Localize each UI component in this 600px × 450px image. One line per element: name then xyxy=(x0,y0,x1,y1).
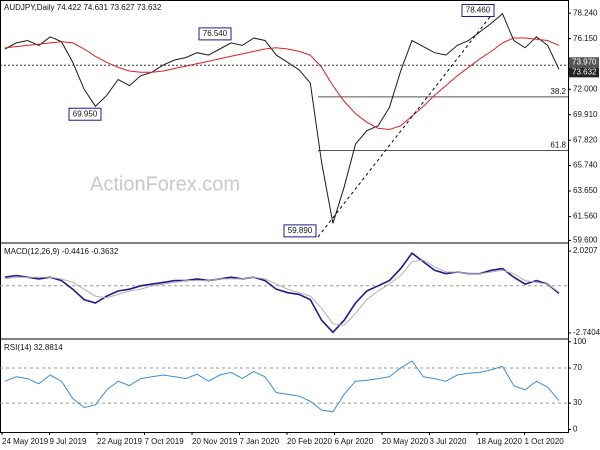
annotation-label: 69.950 xyxy=(73,109,98,118)
panel-title: RSI(14) 32.8814 xyxy=(4,343,63,352)
annotation-label: 59.890 xyxy=(288,226,313,235)
fib-label: 61.8 xyxy=(550,141,566,150)
y-tick-label: 30 xyxy=(573,398,582,407)
series-line xyxy=(4,360,560,413)
y-tick-label: -2.7404 xyxy=(573,328,600,337)
x-tick-label: 1 Oct 2020 xyxy=(525,437,565,446)
y-tick-label: 59.600 xyxy=(573,236,598,245)
panel-title: AUDJPY,Daily 74.422 74.631 73.627 73.632 xyxy=(4,3,162,12)
series-line xyxy=(4,251,560,334)
annotation-box xyxy=(68,107,102,121)
panel-title: MACD(12,26,9) -0.4416 -0.3632 xyxy=(4,247,119,256)
series-line xyxy=(4,37,560,131)
x-tick-label: 20 Feb 2020 xyxy=(287,437,332,446)
x-tick-label: 20 May 2020 xyxy=(382,437,429,446)
y-tick-label: 63.650 xyxy=(573,186,598,195)
annotation-box xyxy=(461,3,495,17)
y-tick-label: 61.560 xyxy=(573,212,598,221)
price-box xyxy=(569,67,599,78)
y-tick-label: 100 xyxy=(573,337,587,346)
y-tick-label: 76.150 xyxy=(573,34,598,43)
x-tick-label: 3 Jul 2020 xyxy=(430,437,467,446)
watermark: ActionForex.com xyxy=(90,173,240,195)
x-tick-label: 22 Aug 2019 xyxy=(97,437,142,446)
price-label: 73.632 xyxy=(572,67,597,76)
price-box xyxy=(569,57,599,68)
x-tick-label: 18 Aug 2020 xyxy=(477,437,522,446)
x-tick-label: 6 Apr 2020 xyxy=(335,437,374,446)
y-tick-label: 2.0207 xyxy=(573,246,598,255)
annotation-label: 76.540 xyxy=(203,29,228,38)
y-tick-label: 0 xyxy=(573,424,578,433)
y-tick-label: 65.740 xyxy=(573,161,598,170)
series-line xyxy=(4,259,560,326)
y-tick-label: 72.000 xyxy=(573,84,598,93)
y-tick-label: 78.240 xyxy=(573,8,598,17)
y-tick-label: 69.910 xyxy=(573,110,598,119)
annotation-label: 78.460 xyxy=(466,6,491,15)
x-tick-label: 7 Oct 2019 xyxy=(145,437,185,446)
price-label: 73.970 xyxy=(572,57,597,66)
x-tick-label: 7 Jan 2020 xyxy=(240,437,280,446)
annotation-box xyxy=(283,224,317,238)
y-tick-label: 67.820 xyxy=(573,135,598,144)
x-tick-label: 9 Jul 2019 xyxy=(50,437,87,446)
y-tick-label: 70 xyxy=(573,363,582,372)
annotation-box xyxy=(198,27,232,41)
x-tick-label: 20 Nov 2019 xyxy=(192,437,238,446)
x-tick-label: 24 May 2019 xyxy=(2,437,49,446)
trend-line xyxy=(317,10,496,238)
series-line xyxy=(4,12,560,224)
fib-label: 38.2 xyxy=(550,87,566,96)
